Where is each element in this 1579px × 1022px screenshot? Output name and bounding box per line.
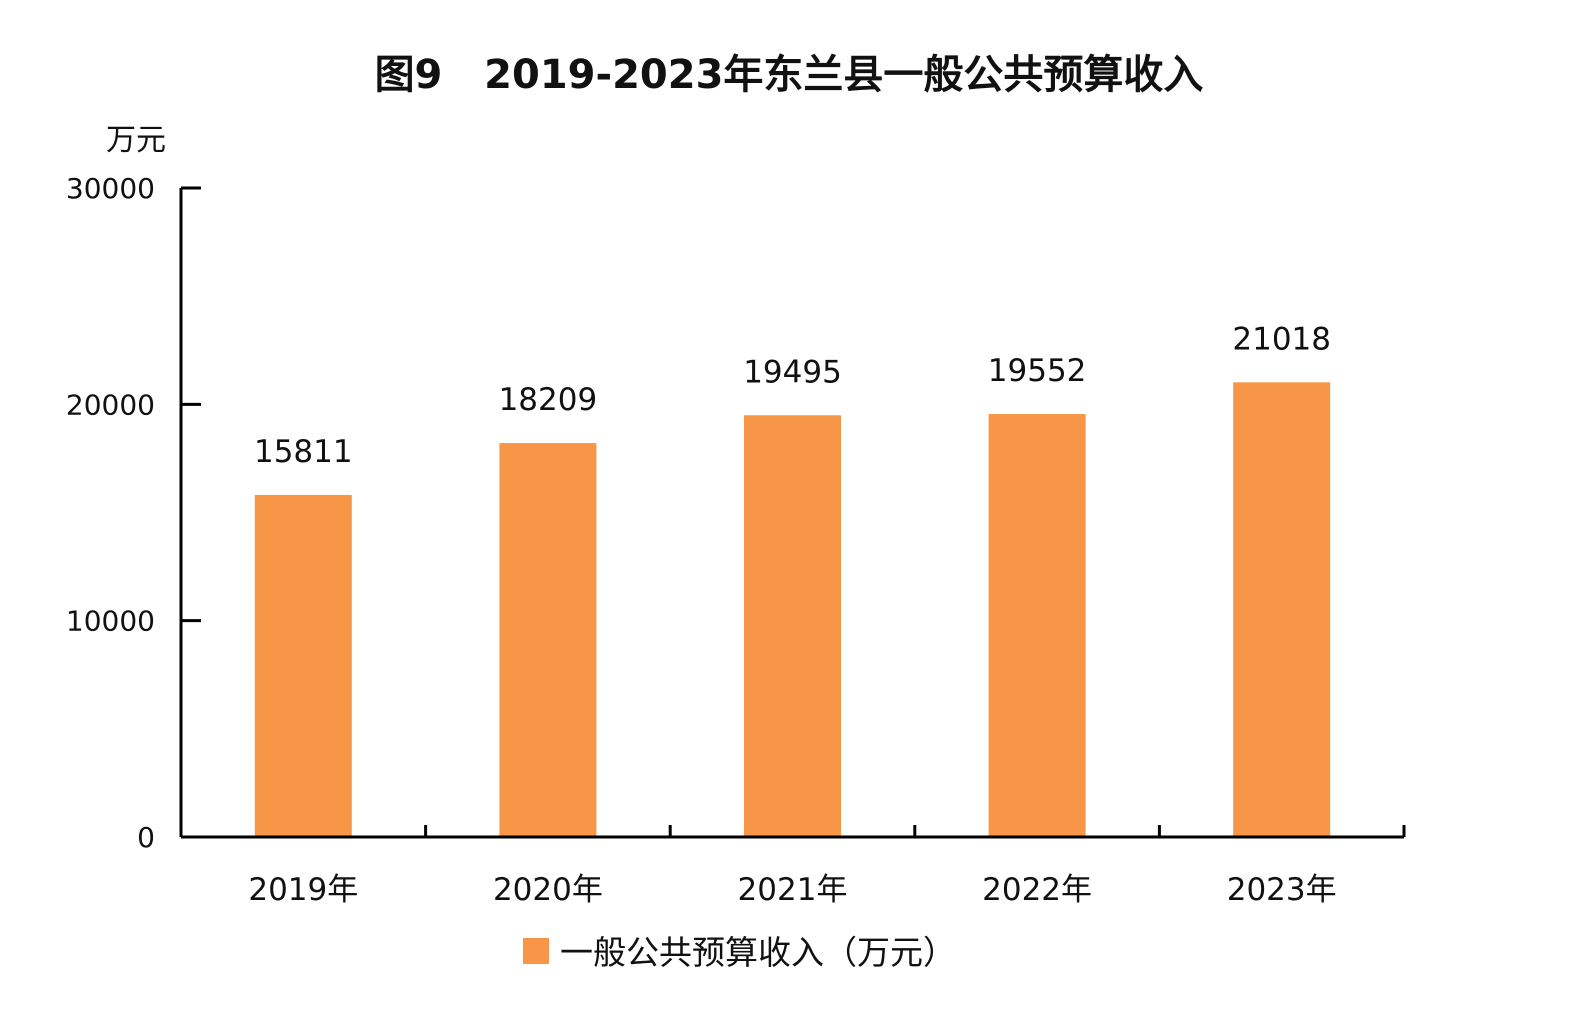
data-label: 19495 <box>743 354 842 390</box>
x-tick-label: 2021年 <box>738 872 848 908</box>
data-label: 15811 <box>254 434 353 470</box>
data-label: 19552 <box>988 353 1087 389</box>
x-axis-labels: 2019年 2020年 2021年 2022年 2023年 <box>248 872 1336 908</box>
bar-2023年 <box>1233 382 1331 837</box>
y-tick-label: 30000 <box>66 172 155 205</box>
bar-2021年 <box>744 415 841 837</box>
bars-group: 15811 18209 19495 19552 21018 <box>254 321 1331 837</box>
chart-title: 图9 2019-2023年东兰县一般公共预算收入 <box>375 52 1204 98</box>
x-tick-label: 2023年 <box>1227 872 1337 908</box>
x-tick-label: 2020年 <box>493 872 603 908</box>
bar-2022年 <box>988 414 1086 837</box>
y-axis-unit-label: 万元 <box>106 123 166 158</box>
y-axis-ticks: 0 10000 20000 30000 <box>66 172 201 854</box>
data-label: 18209 <box>499 382 598 418</box>
legend-swatch <box>523 938 549 964</box>
x-tick-label: 2022年 <box>982 872 1092 908</box>
x-tick-label: 2019年 <box>248 872 358 908</box>
legend: 一般公共预算收入（万元） <box>523 933 956 972</box>
bar-2020年 <box>499 443 597 837</box>
data-label: 21018 <box>1232 321 1331 357</box>
legend-label: 一般公共预算收入（万元） <box>560 933 956 972</box>
bar-2019年 <box>254 494 352 837</box>
y-tick-label: 20000 <box>66 388 155 421</box>
axes <box>179 188 1406 839</box>
y-tick-label: 10000 <box>66 605 155 638</box>
y-tick-label: 0 <box>137 821 155 854</box>
